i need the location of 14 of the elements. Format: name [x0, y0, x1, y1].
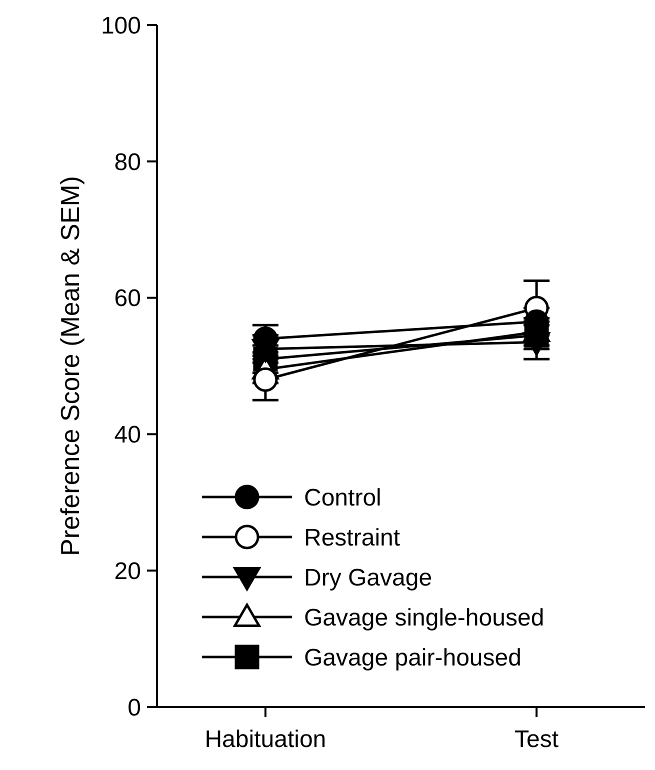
y-tick-label: 40: [114, 422, 141, 449]
x-tick-label: Test: [514, 726, 559, 753]
x-tick-label: Habituation: [204, 726, 326, 753]
legend-label: Control: [304, 484, 382, 512]
y-tick-label: 0: [128, 694, 141, 722]
y-tick-label: 100: [100, 12, 141, 40]
y-tick-label: 20: [114, 558, 141, 585]
legend-label: Gavage pair-housed: [304, 644, 522, 672]
y-tick-label: 60: [114, 285, 141, 312]
legend-label: Restraint: [304, 524, 400, 552]
y-axis-title: Preference Score (Mean & SEM): [55, 176, 85, 556]
legend-label: Gavage single-housed: [304, 604, 544, 632]
y-tick-label: 80: [114, 148, 141, 176]
legend-label: Dry Gavage: [304, 564, 432, 592]
